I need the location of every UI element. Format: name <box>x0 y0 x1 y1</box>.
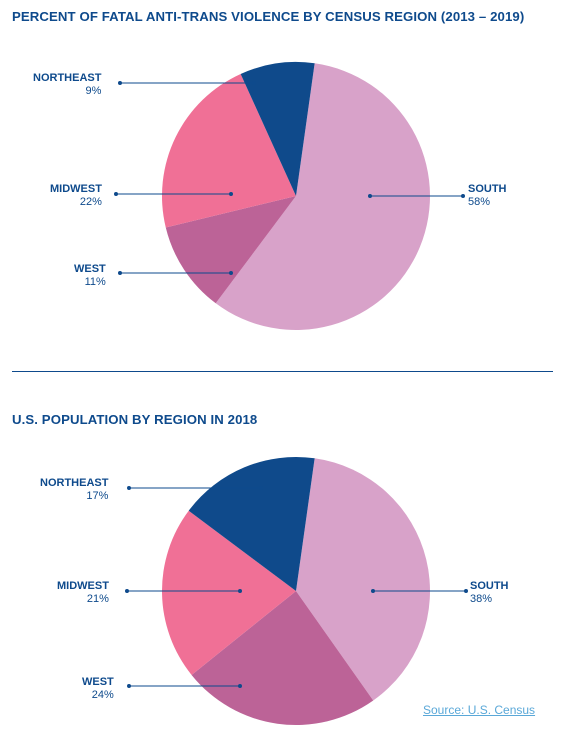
chart-2-slice-west <box>191 591 374 725</box>
chart-1-label-northeast: NORTHEAST 9% <box>33 72 101 97</box>
chart-1-slice-west <box>165 196 296 304</box>
chart-1-label-west: WEST 11% <box>74 263 106 288</box>
chart-1-leader-northeast-dot-inner <box>252 81 256 85</box>
chart-1-label-midwest-name: MIDWEST <box>50 183 102 195</box>
chart-1-label-northeast-name: NORTHEAST <box>33 72 102 84</box>
chart-1-label-south: SOUTH 58% <box>468 183 507 208</box>
chart-1-leader-south-dot-inner <box>368 194 372 198</box>
chart-1-leader-midwest-dot-outer <box>114 192 118 196</box>
chart-2-leader-west-dot-outer <box>127 684 131 688</box>
chart-2-label-northeast-name: NORTHEAST <box>40 477 109 489</box>
chart-2-leader-northeast-dot-inner <box>259 486 263 490</box>
chart-2-label-south: SOUTH 38% <box>470 580 509 605</box>
chart-2-label-northeast: NORTHEAST 17% <box>40 477 108 502</box>
chart-2-label-west: WEST 24% <box>82 676 114 701</box>
chart-2-leader-south-dot-outer <box>464 589 468 593</box>
chart-1-label-south-value: 58% <box>468 195 491 208</box>
chart-1-label-south-name: SOUTH <box>468 183 507 195</box>
chart-1-label-midwest-value: 22% <box>79 195 102 208</box>
chart-1-slice-midwest <box>162 73 296 228</box>
chart-2-slice-south <box>296 458 431 701</box>
chart-1-pie <box>114 61 465 330</box>
chart-1-leader-west-dot-inner <box>229 271 233 275</box>
source-link[interactable]: Source: U.S. Census <box>423 703 536 717</box>
chart-2-slice-northeast <box>188 456 315 591</box>
chart-2-label-midwest-name: MIDWEST <box>57 580 109 592</box>
chart-2-slice-midwest <box>162 510 296 675</box>
chart-2-leader-west-dot-inner <box>238 684 242 688</box>
chart-2-leader-midwest-dot-outer <box>125 589 129 593</box>
chart-1-leader-northeast-dot-outer <box>118 81 122 85</box>
chart-1-label-west-name: WEST <box>74 263 106 275</box>
chart-2-label-south-name: SOUTH <box>470 580 509 592</box>
chart-2-label-midwest-value: 21% <box>86 592 109 605</box>
chart-2-label-west-value: 24% <box>91 688 114 701</box>
section-divider <box>12 371 553 372</box>
chart-1-label-northeast-value: 9% <box>85 84 102 97</box>
chart-1-label-west-value: 11% <box>84 275 106 288</box>
chart-2-label-west-name: WEST <box>82 676 114 688</box>
chart-1-slice-south <box>215 63 430 330</box>
chart-2-title: U.S. POPULATION BY REGION IN 2018 <box>12 412 258 427</box>
chart-1-slice-northeast <box>240 61 315 197</box>
chart-1-leader-west-dot-outer <box>118 271 122 275</box>
chart-2-leader-south-dot-inner <box>371 589 375 593</box>
chart-1-leader-midwest-dot-inner <box>229 192 233 196</box>
chart-1-label-midwest: MIDWEST 22% <box>50 183 102 208</box>
chart-2-leader-midwest-dot-inner <box>238 589 242 593</box>
chart-2-label-northeast-value: 17% <box>86 489 109 502</box>
chart-2-leader-northeast-dot-outer <box>127 486 131 490</box>
chart-2-label-midwest: MIDWEST 21% <box>57 580 109 605</box>
chart-1-leader-south-dot-outer <box>461 194 465 198</box>
chart-1-title: PERCENT OF FATAL ANTI-TRANS VIOLENCE BY … <box>12 9 525 24</box>
chart-2-label-south-value: 38% <box>470 592 493 605</box>
